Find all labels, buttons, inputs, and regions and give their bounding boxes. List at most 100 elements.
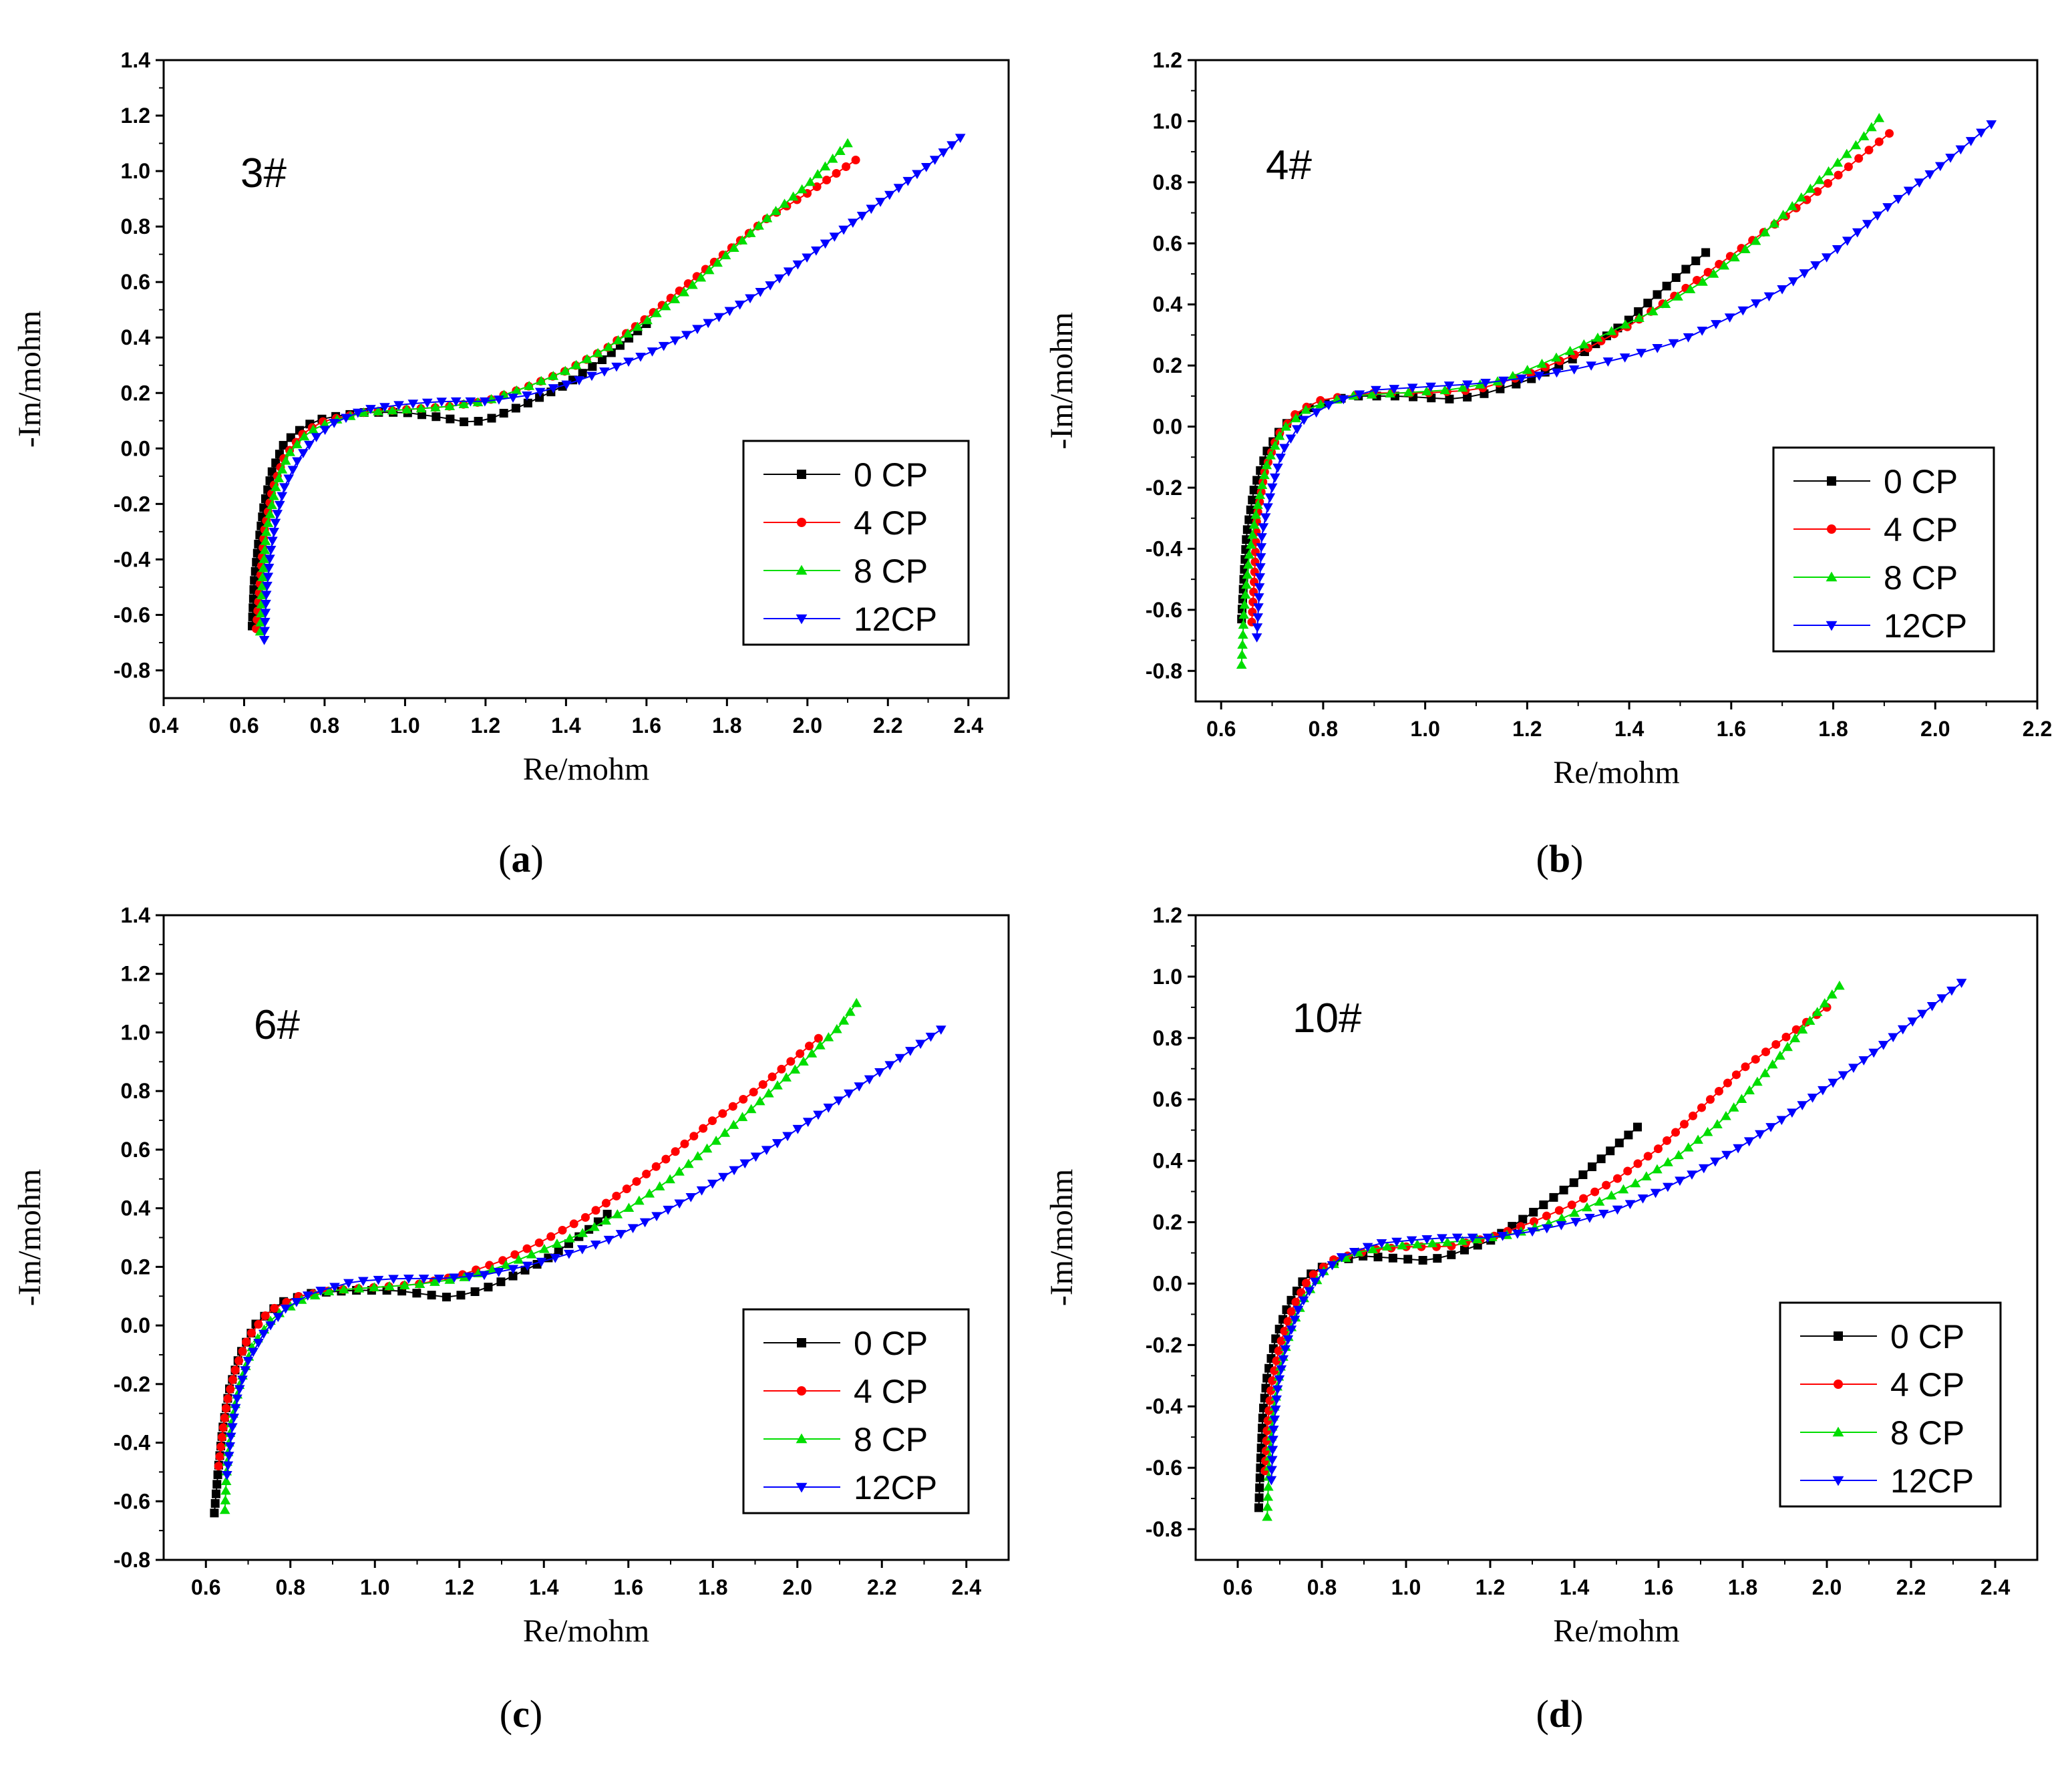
data-point <box>522 391 532 401</box>
data-point <box>1462 380 1473 390</box>
data-point <box>508 393 518 403</box>
data-point <box>829 232 840 242</box>
data-point <box>262 581 273 591</box>
data-point <box>460 417 469 426</box>
legend-marker <box>796 614 808 625</box>
chart-panel-a: 0.4 0.6 0.8 1.0 1.2 1.4 1.6 1.8 2.0 2.2 2.4 -0.8 -0.… <box>12 48 1010 880</box>
data-point <box>226 1385 235 1394</box>
x-tick-label: 0.8 <box>1309 717 1338 741</box>
legend-label: 8 CP <box>854 1421 928 1458</box>
data-point <box>523 398 532 408</box>
data-point <box>1570 1218 1581 1227</box>
data-point <box>1269 1416 1280 1425</box>
data-point <box>277 464 288 474</box>
data-point <box>634 1195 645 1205</box>
data-point <box>683 1158 694 1168</box>
y-axis-title: -Im/mohm <box>12 1169 47 1306</box>
data-point <box>1683 333 1694 343</box>
data-point <box>1956 979 1967 988</box>
data-point <box>1567 1200 1576 1210</box>
data-point <box>1279 444 1290 454</box>
data-point <box>1868 1048 1879 1058</box>
data-point <box>1255 553 1266 562</box>
x-tick-label: 2.0 <box>1920 717 1950 741</box>
data-point <box>1663 1182 1673 1192</box>
data-point <box>1832 157 1843 167</box>
data-point <box>1366 389 1377 399</box>
data-point <box>1267 1446 1278 1455</box>
data-point <box>1602 1180 1611 1190</box>
data-point <box>1254 1503 1263 1512</box>
data-point <box>669 336 681 346</box>
y-tick-label: -0.4 <box>114 547 150 571</box>
data-point <box>1854 154 1864 163</box>
data-point <box>1254 573 1266 583</box>
data-point <box>622 1184 631 1194</box>
x-tick-label: 2.2 <box>2023 717 2052 741</box>
data-point <box>1403 1255 1413 1264</box>
data-point <box>1763 292 1775 302</box>
data-point <box>1248 519 1260 529</box>
data-point <box>1238 609 1250 619</box>
data-point <box>1765 1123 1776 1132</box>
plot-frame <box>1194 59 2039 703</box>
series-12cp <box>222 1025 946 1480</box>
data-point <box>222 1470 232 1480</box>
data-point <box>1811 1007 1823 1016</box>
legend-item: 8 CP <box>763 552 928 590</box>
series-4cp <box>1260 1003 1832 1476</box>
data-point <box>526 1249 537 1259</box>
data-point <box>1568 365 1580 375</box>
data-point <box>1824 179 1833 188</box>
data-point <box>256 590 267 600</box>
data-point <box>379 403 390 412</box>
y-tick-label: 0.6 <box>121 270 150 294</box>
data-point <box>1274 1346 1283 1355</box>
data-point <box>228 1414 240 1423</box>
data-point <box>308 424 319 434</box>
data-point <box>1285 434 1297 444</box>
data-point <box>550 1254 561 1263</box>
data-point <box>240 1366 251 1376</box>
data-point <box>603 341 614 351</box>
data-point <box>218 1423 228 1432</box>
data-point <box>805 176 816 186</box>
y-tick-label: -0.8 <box>1146 1517 1182 1541</box>
data-point <box>1457 382 1468 392</box>
data-point <box>258 562 269 573</box>
data-point <box>783 267 794 277</box>
data-point <box>1721 1111 1731 1120</box>
legend: 0 CP 4 CP 8 CP 12CP <box>742 1308 970 1514</box>
data-point <box>699 1124 708 1133</box>
x-tick-label: 2.4 <box>1980 1575 2011 1599</box>
data-point <box>1437 1234 1447 1243</box>
x-tick-label: 0.6 <box>1223 1575 1252 1599</box>
data-point <box>458 399 470 409</box>
data-point <box>1643 1152 1653 1161</box>
data-point <box>1592 332 1603 342</box>
data-point <box>612 1191 621 1200</box>
x-tick-label: 1.2 <box>1512 717 1542 741</box>
data-point <box>848 218 858 228</box>
data-point <box>1733 1144 1743 1154</box>
data-point <box>1637 1194 1649 1204</box>
data-point <box>1376 1239 1387 1249</box>
data-point <box>1421 1235 1433 1245</box>
data-point <box>1914 178 1925 188</box>
data-point <box>220 1414 229 1423</box>
data-point <box>1327 1261 1338 1271</box>
data-point <box>1810 261 1821 271</box>
legend-marker <box>1834 1380 1843 1389</box>
data-point <box>1579 1194 1588 1203</box>
data-point <box>1602 357 1614 367</box>
data-point <box>1736 1094 1747 1103</box>
data-point <box>1254 583 1265 593</box>
data-point <box>234 1385 245 1395</box>
series-12cp <box>1266 979 1967 1486</box>
data-point <box>1673 1150 1684 1160</box>
data-point <box>644 1188 655 1198</box>
legend-item: 4 CP <box>763 504 928 542</box>
data-point <box>415 403 427 413</box>
data-point <box>1671 1128 1681 1137</box>
data-point <box>554 1246 563 1255</box>
